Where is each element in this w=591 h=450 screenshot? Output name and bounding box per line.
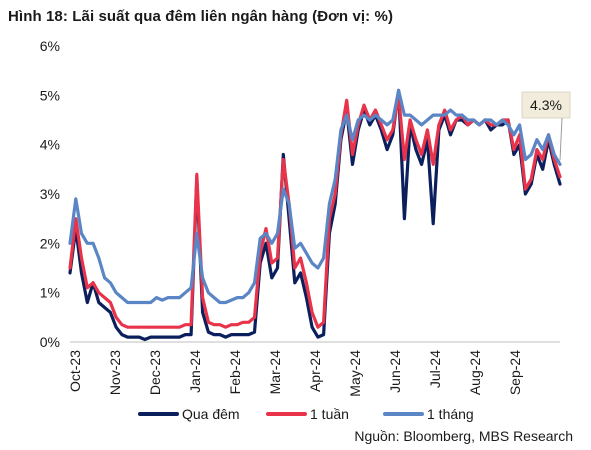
legend-label: Qua đêm <box>182 406 240 422</box>
plot-area <box>68 88 562 342</box>
y-tick-label: 6% <box>40 38 60 54</box>
y-tick-label: 1% <box>40 285 60 301</box>
x-tick-label: May-24 <box>347 350 363 397</box>
x-tick-label: Apr-24 <box>307 350 323 392</box>
x-tick-label: Feb-24 <box>227 350 243 395</box>
chart-title: Hình 18: Lãi suất qua đêm liên ngân hàng… <box>8 8 394 25</box>
legend-label: 1 tuần <box>310 406 349 422</box>
source-note: Nguồn: Bloomberg, MBS Research <box>354 428 573 444</box>
legend-label: 1 tháng <box>427 406 474 422</box>
y-axis: 0% 1% 2% 3% 4% 5% 6% <box>40 38 60 350</box>
x-tick-label: Nov-23 <box>107 350 123 395</box>
x-axis: Oct-23 Nov-23 Dec-23 Jan-24 Feb-24 Mar-24 Apr-… <box>67 341 560 397</box>
series-line-2 <box>68 93 562 329</box>
x-tick-label: Mar-24 <box>267 350 283 395</box>
y-tick-label: 4% <box>40 137 60 153</box>
y-tick-label: 3% <box>40 186 60 202</box>
y-tick-label: 0% <box>40 334 60 350</box>
x-tick-label: Dec-23 <box>147 350 163 395</box>
x-tick-label: Oct-23 <box>67 350 83 392</box>
legend: Qua đêm 1 tuần 1 tháng <box>138 406 474 422</box>
callout-leader <box>559 117 563 161</box>
series-line-3 <box>68 88 562 305</box>
x-tick-label: Aug-24 <box>467 350 483 395</box>
x-tick-label: Sep-24 <box>507 350 523 395</box>
callout-box <box>521 91 571 119</box>
y-tick-label: 2% <box>40 235 60 251</box>
y-tick-label: 5% <box>40 87 60 103</box>
x-tick-label: Jan-24 <box>187 350 203 393</box>
x-tick-label: Jun-24 <box>387 350 403 393</box>
value-callout: 4.3% <box>521 91 571 161</box>
callout-label: 4.3% <box>530 97 562 113</box>
x-tick-label: Jul-24 <box>427 350 443 388</box>
